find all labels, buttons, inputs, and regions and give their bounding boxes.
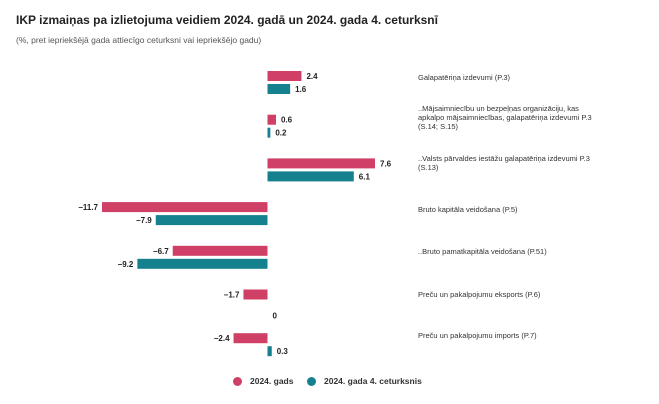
data-label-series-1: −2.4 (214, 334, 230, 343)
bar-series-1[interactable] (243, 289, 268, 300)
category-label: ..Bruto pamatkapitāla veidošana (P.51) (418, 247, 547, 256)
category-label: Preču un pakalpojumu imports (P.7) (418, 331, 537, 340)
bar-series-1[interactable] (233, 333, 268, 344)
data-label-series-1: 0.6 (281, 116, 293, 125)
legend-item-series-1[interactable]: 2024. gads (233, 376, 293, 386)
category-label: Bruto kapitāla veidošana (P.5) (418, 205, 518, 214)
data-label-series-2: −9.2 (118, 260, 134, 269)
bar-series-2[interactable] (137, 258, 268, 269)
bar-series-1[interactable] (172, 245, 268, 256)
legend-marker-series-2 (307, 376, 316, 386)
data-label-series-2: 0.2 (275, 129, 287, 138)
bar-series-2[interactable] (267, 84, 291, 94)
data-label-series-2: 0 (273, 312, 278, 321)
data-label-series-1: −11.7 (78, 203, 98, 212)
bar-series-2[interactable] (267, 171, 354, 182)
data-label-series-1: 7.6 (380, 159, 392, 168)
data-label-series-2: −7.9 (136, 216, 152, 225)
bar-series-2[interactable] (267, 127, 271, 138)
chart-subtitle: (%, pret iepriekšējā gada attiecīgo cetu… (16, 35, 262, 45)
data-label-series-2: 6.1 (359, 172, 371, 181)
data-label-series-1: −1.7 (224, 291, 240, 300)
data-label-series-2: 1.6 (295, 85, 307, 94)
data-label-series-1: 2.4 (306, 72, 318, 81)
bar-series-1[interactable] (267, 158, 376, 169)
legend-label-series-1: 2024. gads (250, 376, 294, 386)
bar-series-1[interactable] (102, 202, 268, 213)
data-label-series-2: 0.3 (277, 347, 289, 356)
legend-label-series-2: 2024. gada 4. ceturksnis (324, 376, 422, 386)
category-label: ..Mājsaimniecību un bezpeļņas organizāci… (418, 104, 592, 131)
category-label: Preču un pakalpojumu eksports (P.6) (418, 290, 541, 299)
data-label-series-1: −6.7 (153, 247, 169, 256)
category-label: ..Valsts pārvaldes iestāžu galapatēriņa … (418, 154, 590, 172)
chart-title: IKP izmaiņas pa izlietojuma veidiem 2024… (16, 13, 438, 27)
legend-item-series-2[interactable]: 2024. gada 4. ceturksnis (307, 376, 422, 386)
bar-series-2[interactable] (267, 346, 272, 357)
category-label: Galapatēriņa izdevumi (P.3) (418, 73, 510, 82)
bar-series-1[interactable] (267, 114, 276, 125)
legend-marker-series-1 (233, 376, 242, 386)
bar-series-1[interactable] (267, 71, 302, 81)
bar-series-2[interactable] (155, 215, 268, 226)
